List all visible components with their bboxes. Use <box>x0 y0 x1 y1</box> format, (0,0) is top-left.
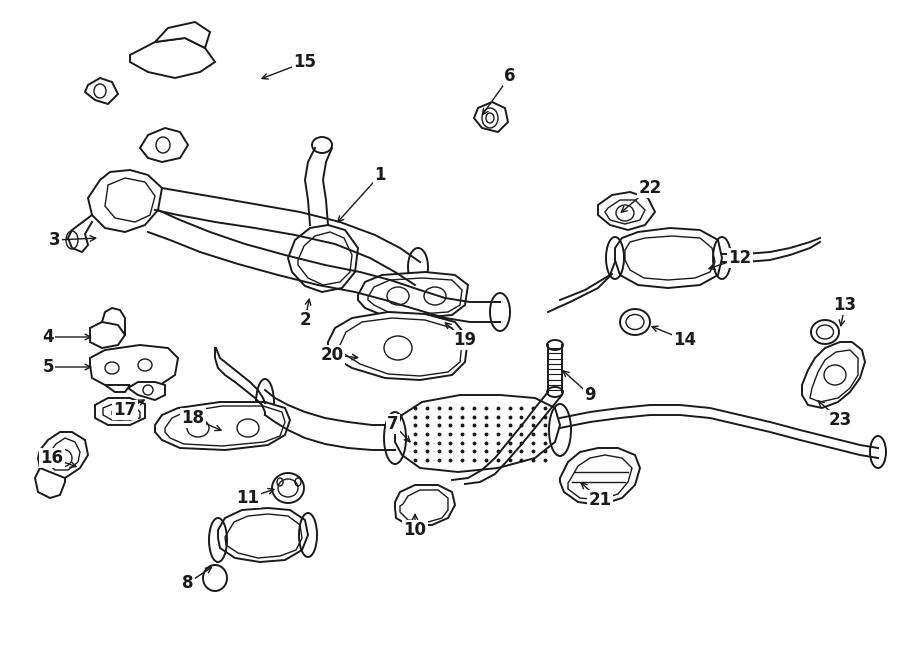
Polygon shape <box>400 490 448 522</box>
Polygon shape <box>560 448 640 505</box>
Polygon shape <box>225 514 302 558</box>
Text: 8: 8 <box>182 574 194 592</box>
Polygon shape <box>395 395 560 472</box>
Polygon shape <box>340 318 462 376</box>
Polygon shape <box>46 438 80 470</box>
Polygon shape <box>90 322 125 348</box>
Polygon shape <box>568 455 632 500</box>
Polygon shape <box>38 432 88 478</box>
Polygon shape <box>88 170 162 232</box>
Text: 15: 15 <box>293 53 317 71</box>
Text: 10: 10 <box>403 521 427 539</box>
Text: 4: 4 <box>42 328 54 346</box>
Text: 20: 20 <box>320 346 344 364</box>
Polygon shape <box>395 485 455 525</box>
Polygon shape <box>103 403 140 420</box>
Polygon shape <box>605 200 645 224</box>
Text: 14: 14 <box>673 331 697 349</box>
Polygon shape <box>625 236 715 280</box>
Polygon shape <box>95 398 145 425</box>
Text: 2: 2 <box>299 311 310 329</box>
Polygon shape <box>85 78 118 104</box>
Text: 11: 11 <box>237 489 259 507</box>
Polygon shape <box>105 385 130 392</box>
Polygon shape <box>130 38 215 78</box>
Polygon shape <box>802 342 865 408</box>
Text: 19: 19 <box>454 331 477 349</box>
Text: 1: 1 <box>374 166 386 184</box>
Polygon shape <box>165 406 285 446</box>
Polygon shape <box>155 22 210 48</box>
Polygon shape <box>328 312 468 380</box>
Polygon shape <box>358 272 468 318</box>
Text: 17: 17 <box>113 401 137 419</box>
Polygon shape <box>615 228 722 288</box>
Text: 6: 6 <box>504 67 516 85</box>
Polygon shape <box>140 128 188 162</box>
Polygon shape <box>368 278 462 314</box>
Text: 13: 13 <box>833 296 857 314</box>
Text: 9: 9 <box>584 386 596 404</box>
Text: 21: 21 <box>589 491 612 509</box>
Text: 5: 5 <box>42 358 54 376</box>
Polygon shape <box>288 225 358 292</box>
Polygon shape <box>474 102 508 132</box>
Polygon shape <box>298 232 352 285</box>
Text: 23: 23 <box>828 411 851 429</box>
Polygon shape <box>155 402 290 450</box>
Polygon shape <box>105 178 155 222</box>
Polygon shape <box>810 350 858 402</box>
Text: 22: 22 <box>638 179 662 197</box>
Polygon shape <box>128 382 165 400</box>
Text: 16: 16 <box>40 449 64 467</box>
Polygon shape <box>598 192 655 230</box>
Polygon shape <box>35 468 65 498</box>
Polygon shape <box>218 508 308 562</box>
Text: 12: 12 <box>728 249 752 267</box>
Text: 7: 7 <box>387 415 399 433</box>
Text: 18: 18 <box>182 409 204 427</box>
Text: 3: 3 <box>50 231 61 249</box>
Polygon shape <box>90 345 178 388</box>
